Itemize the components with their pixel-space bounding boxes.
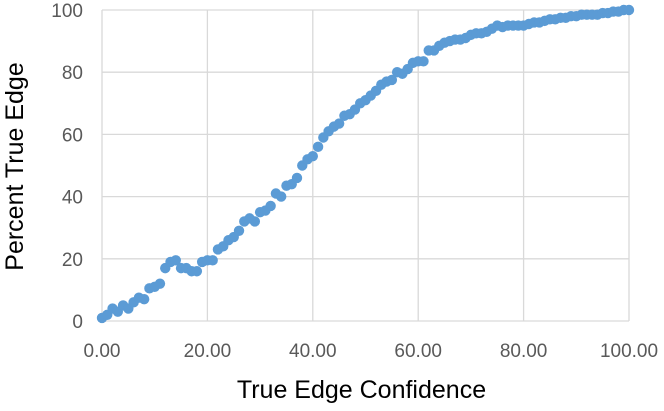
data-point (386, 74, 398, 86)
data-point (623, 4, 635, 16)
y-tick-label: 20 (62, 250, 83, 271)
data-point (307, 150, 318, 162)
data-point (191, 266, 203, 277)
y-tick-label: 100 (51, 1, 83, 22)
data-point (333, 118, 345, 129)
data-point (265, 200, 276, 212)
y-tick-label: 40 (62, 188, 83, 209)
x-tick-label: 20.00 (184, 341, 232, 362)
x-tick-label: 0.00 (84, 341, 121, 362)
data-point (275, 191, 287, 202)
data-point (312, 141, 324, 153)
x-tick-label: 40.00 (289, 341, 337, 362)
data-point (418, 56, 429, 67)
data-point (207, 255, 218, 266)
y-tick-labels: 0 20 40 60 80 100 (51, 1, 83, 333)
y-tick-label: 80 (62, 63, 83, 84)
data-point (154, 278, 166, 289)
data-point (138, 294, 150, 305)
x-tick-label: 100.00 (600, 341, 658, 362)
x-tick-label: 80.00 (500, 341, 548, 362)
data-point (291, 172, 303, 184)
data-points (96, 4, 635, 324)
y-tick-label: 0 (72, 312, 83, 333)
data-point (233, 225, 245, 237)
data-point (249, 216, 261, 227)
gridlines (101, 9, 630, 322)
x-tick-labels: 0.00 20.00 40.00 60.00 80.00 100.00 (84, 341, 659, 362)
y-tick-label: 60 (62, 125, 83, 146)
x-tick-label: 60.00 (394, 341, 442, 362)
data-point (170, 255, 181, 266)
y-axis-title: Percent True Edge (1, 62, 29, 270)
x-axis-title: True Edge Confidence (237, 376, 486, 404)
